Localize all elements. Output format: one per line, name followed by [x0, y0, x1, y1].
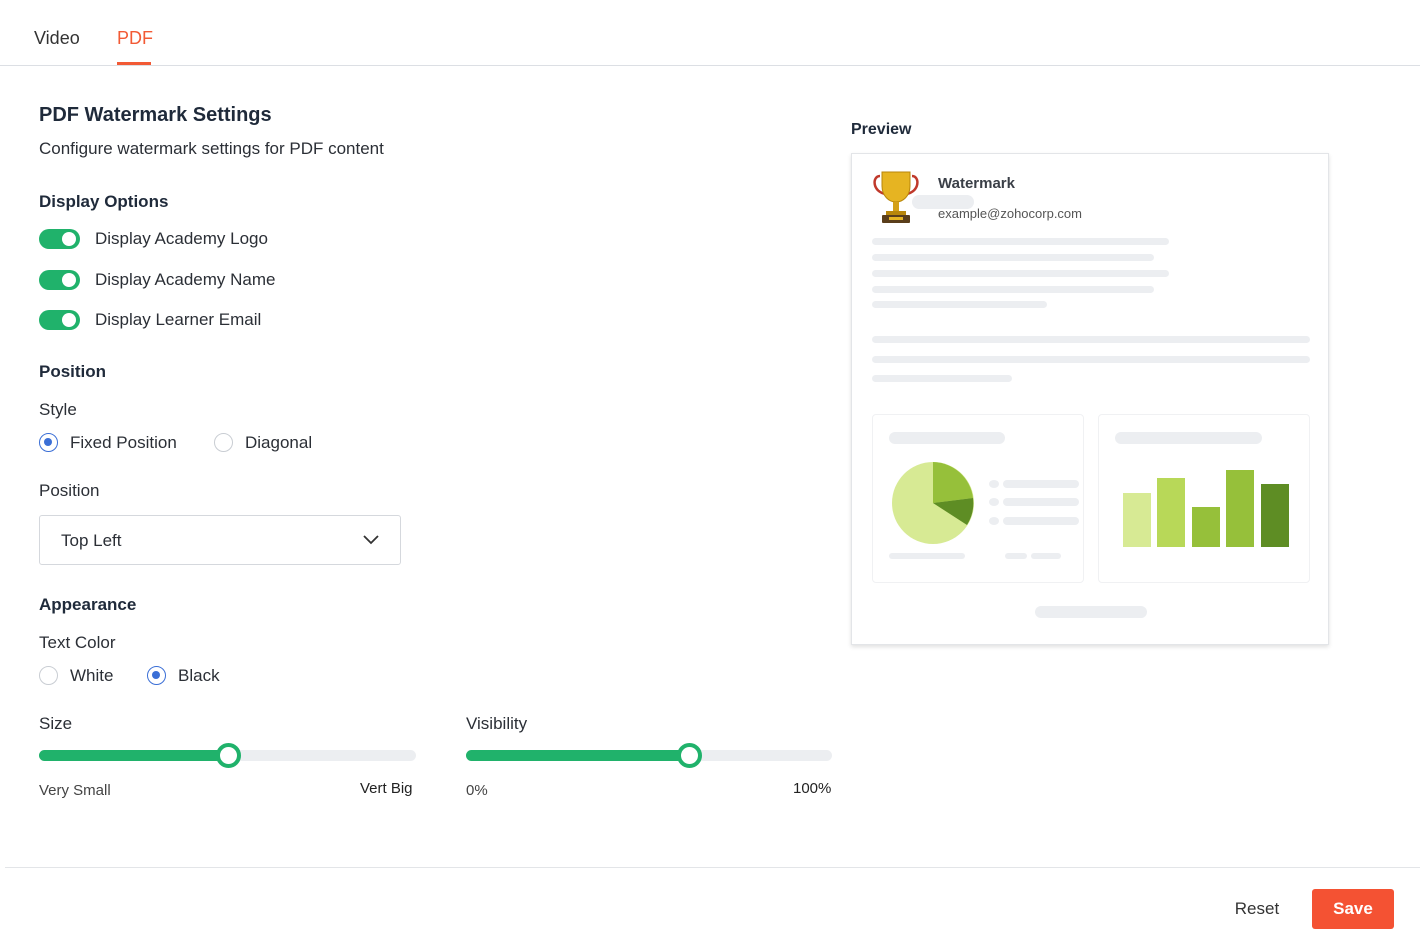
- toggle-academy-name[interactable]: [39, 270, 80, 290]
- size-label: Size: [39, 714, 73, 733]
- position-select-label: Position: [39, 481, 100, 500]
- radio-diagonal[interactable]: [214, 433, 233, 452]
- position-select-value: Top Left: [61, 531, 122, 550]
- placeholder-line: [889, 553, 965, 559]
- visibility-label: Visibility: [466, 714, 528, 733]
- placeholder-line: [1115, 432, 1262, 444]
- toggle-learner-email[interactable]: [39, 310, 80, 330]
- placeholder-line: [889, 432, 1005, 444]
- placeholder-line: [872, 254, 1154, 261]
- toggle-academy-logo-label: Display Academy Logo: [95, 229, 268, 248]
- visibility-slider-handle[interactable]: [677, 743, 702, 768]
- pie-graphic: [892, 462, 974, 544]
- preview-watermark-email: example@zohocorp.com: [938, 206, 1082, 221]
- tab-pdf[interactable]: PDF: [117, 28, 153, 48]
- active-tab-indicator: [117, 62, 151, 65]
- bar-graphic: [1123, 470, 1289, 547]
- toggle-learner-email-label: Display Learner Email: [95, 310, 262, 329]
- display-options-heading: Display Options: [39, 192, 169, 211]
- footer-divider: [5, 867, 1420, 868]
- placeholder-line: [872, 301, 1047, 308]
- size-min-label: Very Small: [39, 782, 111, 799]
- visibility-slider-fill: [466, 750, 689, 761]
- preview-panel: Watermark example@zohocorp.com: [851, 153, 1329, 645]
- position-heading: Position: [39, 362, 107, 381]
- radio-black[interactable]: [147, 666, 166, 685]
- radio-white[interactable]: [39, 666, 58, 685]
- radio-fixed-position-label: Fixed Position: [70, 433, 177, 452]
- tab-video[interactable]: Video: [34, 28, 80, 48]
- placeholder-line: [872, 375, 1012, 382]
- chevron-down-icon: [363, 535, 379, 545]
- placeholder-line: [872, 238, 1169, 245]
- placeholder-line: [912, 195, 974, 209]
- position-select[interactable]: Top Left: [39, 515, 401, 565]
- preview-watermark-name: Watermark: [938, 175, 1015, 192]
- placeholder-line: [1031, 553, 1061, 559]
- placeholder-line: [1035, 606, 1147, 618]
- tab-bar: Video PDF: [0, 0, 1420, 66]
- visibility-min-label: 0%: [466, 782, 488, 799]
- placeholder-line: [1003, 480, 1079, 488]
- placeholder-line: [872, 270, 1169, 277]
- size-slider-fill: [39, 750, 228, 761]
- placeholder-line: [1005, 553, 1027, 559]
- placeholder-line: [872, 356, 1310, 363]
- preview-pie-card: [872, 414, 1084, 583]
- toggle-academy-name-label: Display Academy Name: [95, 270, 276, 289]
- appearance-heading: Appearance: [39, 595, 137, 614]
- placeholder-dot: [989, 480, 999, 488]
- size-max-label: Vert Big: [360, 780, 413, 797]
- radio-white-label: White: [70, 666, 114, 685]
- style-label: Style: [39, 400, 77, 419]
- page-subtitle: Configure watermark settings for PDF con…: [39, 139, 384, 158]
- size-slider[interactable]: [39, 743, 416, 768]
- radio-fixed-position[interactable]: [39, 433, 58, 452]
- radio-diagonal-label: Diagonal: [245, 433, 313, 452]
- placeholder-line: [872, 286, 1154, 293]
- trophy-icon: [873, 171, 919, 223]
- preview-label: Preview: [851, 121, 912, 138]
- visibility-slider[interactable]: [466, 743, 832, 768]
- reset-button[interactable]: Reset: [1220, 889, 1294, 929]
- placeholder-line: [1003, 517, 1079, 525]
- toggle-academy-logo[interactable]: [39, 229, 80, 249]
- placeholder-line: [872, 336, 1310, 343]
- placeholder-line: [1003, 498, 1079, 506]
- size-slider-handle[interactable]: [216, 743, 241, 768]
- placeholder-dot: [989, 498, 999, 506]
- save-button[interactable]: Save: [1312, 889, 1394, 929]
- radio-black-label: Black: [178, 666, 220, 685]
- placeholder-dot: [989, 517, 999, 525]
- page-title: PDF Watermark Settings: [39, 104, 272, 126]
- visibility-max-label: 100%: [793, 780, 832, 797]
- preview-bar-card: [1098, 414, 1310, 583]
- text-color-label: Text Color: [39, 633, 116, 652]
